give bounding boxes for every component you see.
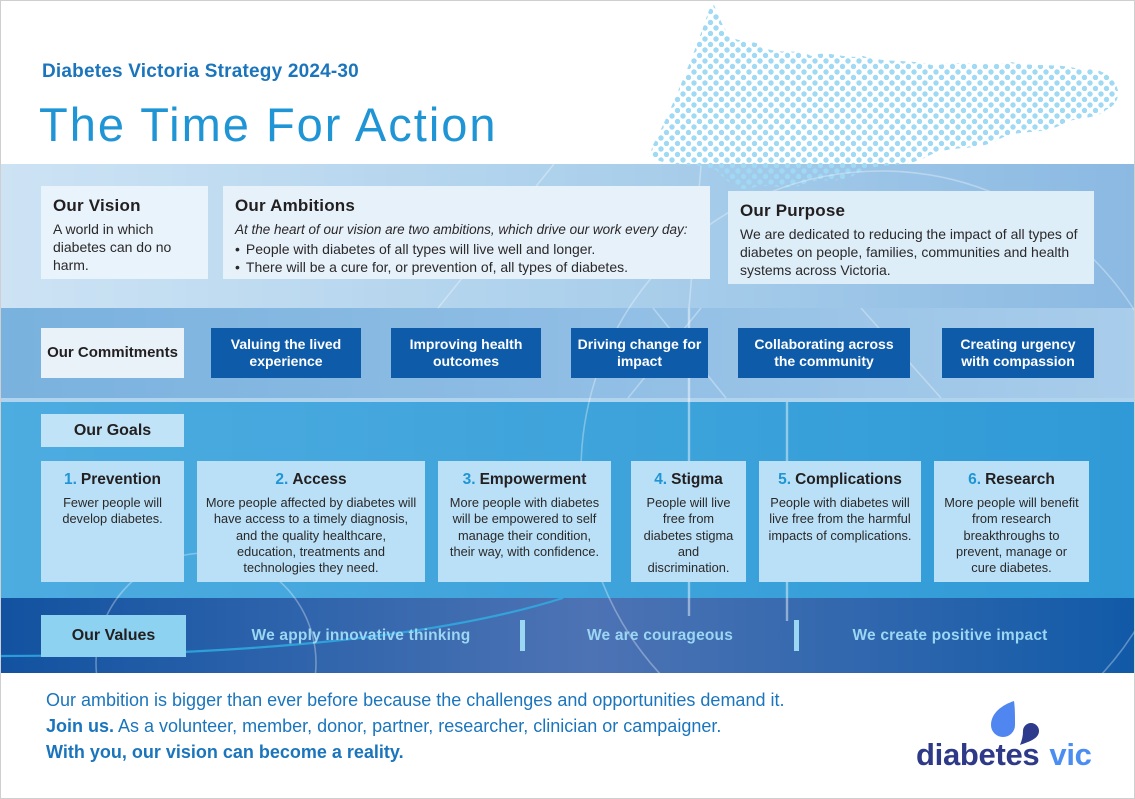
cta-line-3: With you, our vision can become a realit…: [46, 742, 404, 763]
goal-number: 1.: [63, 471, 77, 488]
ambition-item: There will be a cure for, or prevention …: [235, 259, 698, 277]
ambitions-box: Our Ambitions At the heart of our vision…: [223, 186, 710, 279]
strategy-eyebrow: Diabetes Victoria Strategy 2024-30: [42, 61, 359, 82]
ambitions-list: People with diabetes of all types will l…: [235, 241, 698, 277]
vision-heading: Our Vision: [53, 196, 141, 215]
logo-wordmark: diabetes vic: [916, 737, 1092, 773]
commitment-item: Collaborating across the community: [738, 328, 910, 378]
goal-box-prevention: 1. Prevention Fewer people will develop d…: [41, 461, 184, 582]
commitment-item: Improving health outcomes: [391, 328, 541, 378]
diabetes-vic-logo: diabetes vic: [916, 699, 1106, 779]
goal-title: Access: [292, 471, 347, 488]
purpose-body: We are dedicated to reducing the impact …: [740, 226, 1078, 278]
goal-body: People will live free from diabetes stig…: [643, 495, 734, 575]
goal-box-empowerment: 3. Empowerment More people with diabetes …: [438, 461, 611, 582]
values-label: Our Values: [41, 615, 186, 657]
call-to-action-text: Our ambition is bigger than ever before …: [46, 687, 784, 765]
goal-title: Empowerment: [479, 471, 587, 488]
goal-title: Stigma: [671, 471, 723, 488]
goal-body: More people will benefit from research b…: [944, 495, 1079, 575]
goal-body: Fewer people will develop diabetes.: [62, 495, 163, 527]
goals-label: Our Goals: [41, 414, 184, 447]
commitment-item: Creating urgency with compassion: [942, 328, 1094, 378]
vision-box: Our Vision A world in which diabetes can…: [41, 186, 208, 279]
goal-body: More people with diabetes will be empowe…: [449, 495, 600, 559]
goal-title: Complications: [795, 471, 902, 488]
ambition-item: People with diabetes of all types will l…: [235, 241, 698, 259]
value-separator: [520, 620, 525, 651]
cta-line-1: Our ambition is bigger than ever before …: [46, 690, 785, 710]
goal-number: 4.: [654, 471, 668, 488]
value-separator: [794, 620, 799, 651]
ambitions-intro: At the heart of our vision are two ambit…: [235, 222, 688, 237]
goal-box-stigma: 4. Stigma People will live free from diab…: [631, 461, 746, 582]
goal-body: More people affected by diabetes will ha…: [205, 495, 417, 575]
goal-number: 6.: [968, 471, 982, 488]
goal-title: Prevention: [80, 471, 162, 488]
victoria-map-halftone-icon: [651, 4, 1119, 190]
goal-box-complications: 5. Complications People with diabetes wil…: [759, 461, 921, 582]
vision-body: A world in which diabetes can do no harm…: [53, 221, 172, 273]
goal-number: 2.: [275, 471, 289, 488]
purpose-box: Our Purpose We are dedicated to reducing…: [728, 191, 1094, 284]
page-title: The Time For Action: [39, 98, 498, 151]
commitments-label: Our Commitments: [41, 328, 184, 378]
value-item: We apply innovative thinking: [251, 627, 471, 644]
goal-title: Research: [985, 471, 1055, 488]
goal-box-access: 2. Access More people affected by diabete…: [197, 461, 425, 582]
goal-number: 3.: [462, 471, 476, 488]
goal-box-research: 6. Research More people will benefit from…: [934, 461, 1089, 582]
purpose-heading: Our Purpose: [740, 201, 846, 220]
ambitions-heading: Our Ambitions: [235, 196, 356, 215]
logo-word-diabetes: diabetes: [916, 737, 1040, 772]
commitment-item: Driving change for impact: [571, 328, 708, 378]
join-us-lead: Join us.: [46, 716, 115, 737]
goal-body: People with diabetes will live free from…: [768, 495, 912, 543]
logo-word-vic: vic: [1049, 737, 1092, 772]
goal-number: 5.: [778, 471, 792, 488]
cta-line-2: Join us. As a volunteer, member, donor, …: [46, 713, 784, 739]
commitment-item: Valuing the lived experience: [211, 328, 361, 378]
join-us-rest: As a volunteer, member, donor, partner, …: [114, 716, 722, 737]
value-item: We create positive impact: [852, 627, 1048, 644]
droplets-icon: [991, 701, 1039, 745]
value-item: We are courageous: [586, 627, 734, 644]
